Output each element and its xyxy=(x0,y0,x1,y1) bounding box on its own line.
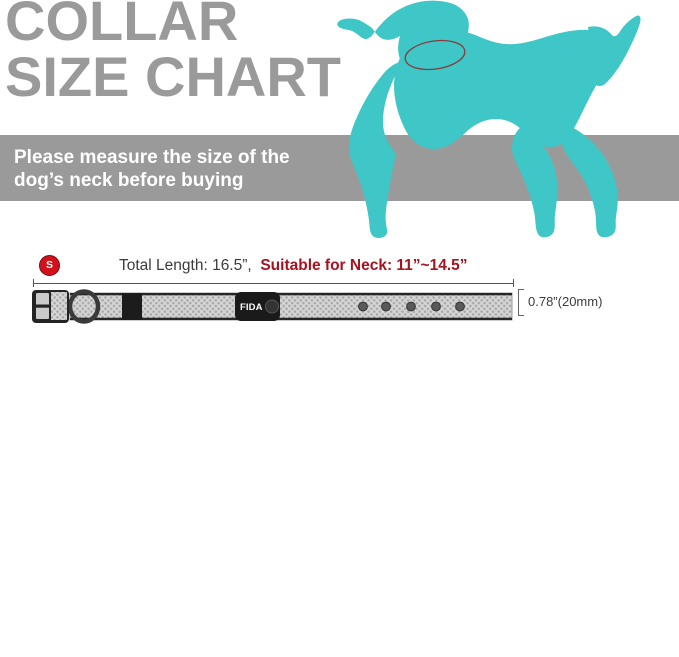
svg-text:FIDA: FIDA xyxy=(240,302,263,313)
